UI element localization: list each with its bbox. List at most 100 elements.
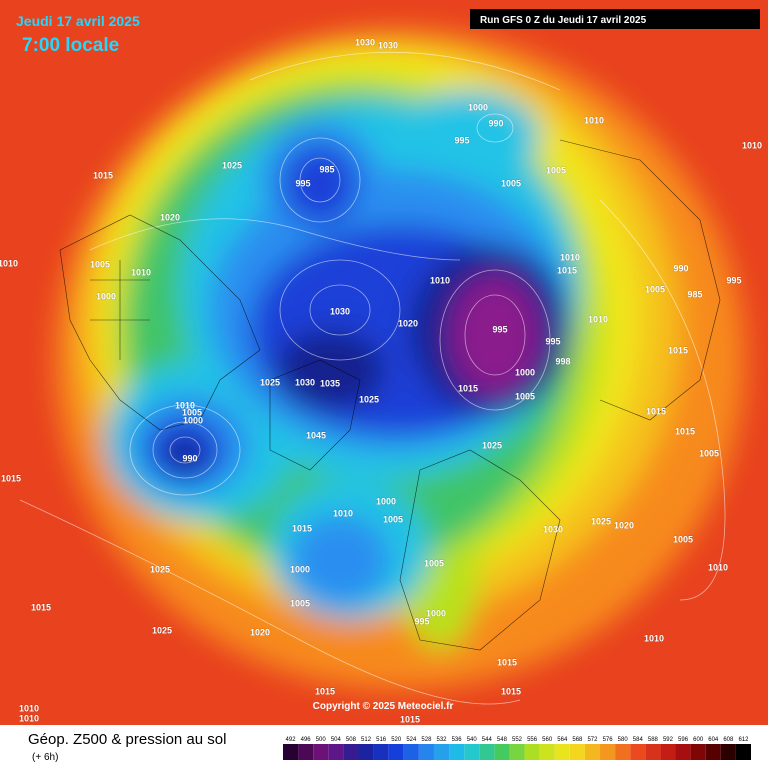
pressure-label: 1025 bbox=[482, 440, 502, 450]
pressure-label: 1000 bbox=[376, 496, 396, 506]
pressure-label: 1000 bbox=[515, 367, 535, 377]
scale-label: 532 bbox=[437, 737, 448, 743]
scale-swatch bbox=[494, 744, 510, 760]
pressure-label: 1015 bbox=[292, 523, 312, 533]
scale-swatch bbox=[690, 744, 706, 760]
scale-swatch bbox=[660, 744, 676, 760]
scale-label: 592 bbox=[663, 737, 674, 743]
pressure-label: 1015 bbox=[497, 657, 517, 667]
scale-label: 604 bbox=[708, 737, 719, 743]
scale-swatch bbox=[554, 744, 570, 760]
pressure-label: 1030 bbox=[330, 306, 350, 316]
scale-swatch bbox=[509, 744, 525, 760]
scale-label: 492 bbox=[286, 737, 297, 743]
pressure-labels: 1030 103010009909951010101010251015985995… bbox=[0, 37, 763, 725]
pressure-label: 1015 bbox=[400, 714, 420, 724]
pressure-label: 1000 bbox=[426, 608, 446, 618]
pressure-label: 1010 bbox=[19, 703, 39, 713]
scale-label: 576 bbox=[603, 737, 614, 743]
scale-label: 548 bbox=[497, 737, 508, 743]
scale-swatch bbox=[373, 744, 389, 760]
scale-label: 520 bbox=[391, 737, 402, 743]
pressure-label: 1015 bbox=[93, 170, 113, 180]
footer-title: Géop. Z500 & pression au sol bbox=[28, 731, 226, 748]
scale-label: 552 bbox=[512, 737, 523, 743]
scale-label: 536 bbox=[452, 737, 463, 743]
pressure-label: 1015 bbox=[31, 602, 51, 612]
pressure-label: 995 bbox=[492, 324, 507, 334]
pressure-label: 1005 bbox=[515, 391, 535, 401]
pressure-label: 1030 bbox=[295, 377, 315, 387]
pressure-label: 1010 bbox=[0, 258, 18, 268]
pressure-label: 1000 bbox=[468, 102, 488, 112]
pressure-label: 985 bbox=[687, 289, 702, 299]
pressure-label: 1020 bbox=[160, 212, 180, 222]
scale-label: 500 bbox=[316, 737, 327, 743]
scale-swatch bbox=[569, 744, 585, 760]
scale-label: 600 bbox=[693, 737, 704, 743]
pressure-label: 1010 bbox=[708, 562, 728, 572]
scale-swatch bbox=[449, 744, 465, 760]
scale-label: 612 bbox=[738, 737, 749, 743]
scale-label: 560 bbox=[542, 737, 553, 743]
scale-label: 528 bbox=[421, 737, 432, 743]
pressure-label: 1005 bbox=[90, 259, 110, 269]
pressure-label: 1005 bbox=[182, 407, 202, 417]
date-label: Jeudi 17 avril 2025 bbox=[16, 13, 140, 29]
scale-swatch bbox=[705, 744, 721, 760]
scale-label: 608 bbox=[723, 737, 734, 743]
scale-swatch bbox=[283, 744, 299, 760]
scale-swatch bbox=[328, 744, 344, 760]
scale-swatch bbox=[298, 744, 314, 760]
scale-label: 496 bbox=[301, 737, 312, 743]
pressure-label: 1015 bbox=[458, 383, 478, 393]
pressure-label: 1015 bbox=[501, 686, 521, 696]
pressure-label: 1030 bbox=[378, 40, 398, 50]
isobars bbox=[19, 51, 726, 705]
copyright: Copyright © 2025 Meteociel.fr bbox=[313, 701, 454, 712]
pressure-label: 1005 bbox=[546, 165, 566, 175]
pressure-label: 1000 bbox=[183, 415, 203, 425]
pressure-label: 1015 bbox=[315, 686, 335, 696]
scale-label: 524 bbox=[406, 737, 417, 743]
scale-swatch bbox=[479, 744, 495, 760]
scale-label: 572 bbox=[587, 737, 598, 743]
coastlines bbox=[59, 139, 721, 651]
scale-swatch bbox=[675, 744, 691, 760]
scale-swatch bbox=[600, 744, 616, 760]
pressure-label: 1010 bbox=[333, 508, 353, 518]
pressure-label: 985 bbox=[319, 164, 334, 174]
pressure-label: 990 bbox=[673, 263, 688, 273]
forecast-step: (+ 6h) bbox=[32, 752, 58, 763]
scale-swatch bbox=[418, 744, 434, 760]
scale-label: 512 bbox=[361, 737, 372, 743]
scale-label: 556 bbox=[527, 737, 538, 743]
pressure-label: 1005 bbox=[501, 178, 521, 188]
pressure-label: 1020 bbox=[614, 520, 634, 530]
pressure-label: 1010 bbox=[644, 633, 664, 643]
scale-swatch bbox=[358, 744, 374, 760]
scale-swatch bbox=[464, 744, 480, 760]
scale-label: 584 bbox=[633, 737, 644, 743]
scale-swatch bbox=[388, 744, 404, 760]
pressure-label: 1025 bbox=[591, 516, 611, 526]
scale-swatch bbox=[343, 744, 359, 760]
scale-swatch bbox=[720, 744, 736, 760]
pressure-label: 998 bbox=[555, 356, 570, 366]
pressure-label: 1005 bbox=[424, 558, 444, 568]
pressure-label: 1005 bbox=[673, 534, 693, 544]
scale-swatch bbox=[735, 744, 751, 760]
pressure-label: 995 bbox=[414, 616, 429, 626]
scale-label: 596 bbox=[678, 737, 689, 743]
pressure-label: 1020 bbox=[250, 627, 270, 637]
scale-swatch bbox=[645, 744, 661, 760]
pressure-label: 1025 bbox=[152, 625, 172, 635]
scale-label: 564 bbox=[557, 737, 568, 743]
pressure-label: 1035 bbox=[320, 378, 340, 388]
scale-label: 508 bbox=[346, 737, 357, 743]
pressure-label: 1005 bbox=[290, 598, 310, 608]
scale-swatch bbox=[403, 744, 419, 760]
pressure-label: 1010 bbox=[742, 140, 762, 150]
pressure-label: 1025 bbox=[359, 394, 379, 404]
pressure-label: 990 bbox=[488, 118, 503, 128]
